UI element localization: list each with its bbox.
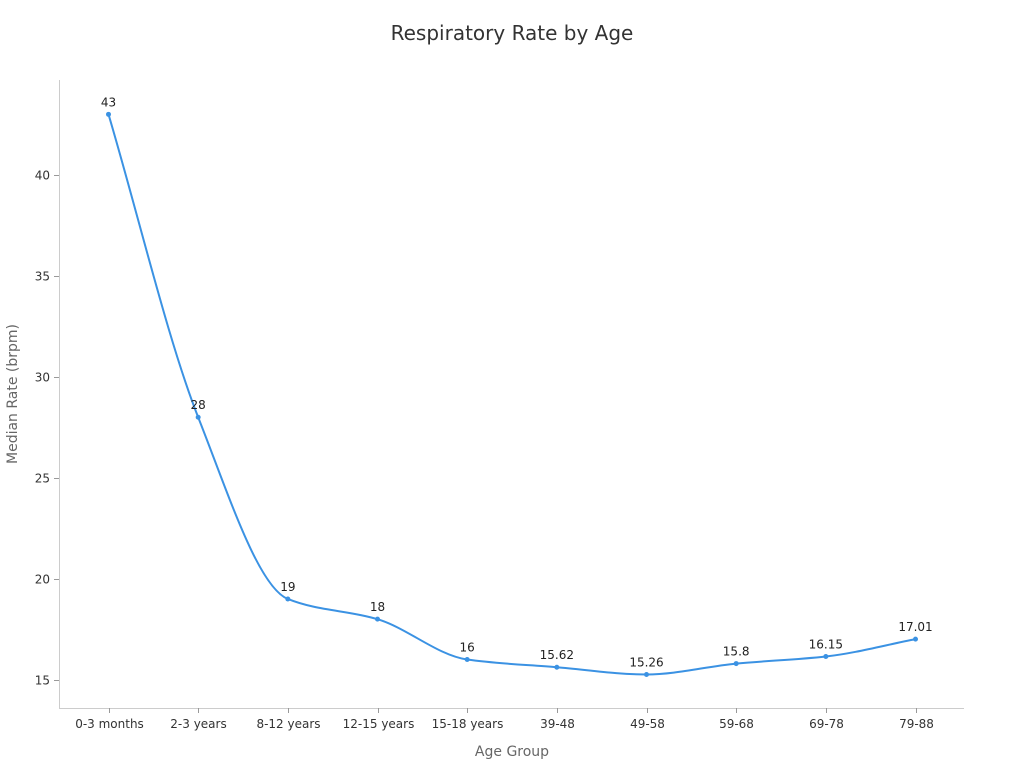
data-labels: 43 28 19 18 16 15.62 15.26 15.8 16.15 17.01 [101,95,933,669]
x-tick-label: 8-12 years [256,717,320,731]
data-label: 16.15 [809,638,843,652]
series-line [107,113,917,676]
x-axis-ticks: 0-3 months 2-3 years 8-12 years 12-15 years… [75,708,934,731]
x-tick-label: 2-3 years [170,717,226,731]
data-point [464,657,470,663]
data-label: 17.01 [898,620,932,634]
chart-title: Respiratory Rate by Age [391,21,634,45]
y-tick-label: 15 [35,674,50,688]
y-axis-ticks: 15 20 25 30 35 40 [35,169,59,688]
x-tick-label: 0-3 months [75,717,144,731]
y-tick-label: 35 [35,270,50,284]
y-tick-label: 25 [35,472,50,486]
x-tick-label: 49-58 [630,717,665,731]
x-tick-label: 12-15 years [343,717,415,731]
data-point [913,636,918,642]
data-label: 16 [460,641,475,655]
data-points [106,111,918,677]
x-tick-label: 79-88 [899,717,934,731]
data-point [823,654,829,660]
data-point [285,596,291,602]
x-tick-label: 15-18 years [432,717,504,731]
data-label: 18 [370,600,385,614]
y-tick-label: 30 [35,371,50,385]
x-tick-label: 69-78 [809,717,844,731]
x-axis-title: Age Group [475,744,549,760]
data-label: 19 [280,580,295,594]
data-label: 15.8 [723,645,750,659]
y-axis-title: Median Rate (brpm) [5,324,21,464]
data-label: 28 [191,398,206,412]
data-point [106,111,111,117]
data-point [195,414,201,420]
data-label: 15.62 [540,648,574,662]
x-tick-label: 59-68 [719,717,754,731]
x-tick-label: 39-48 [540,717,575,731]
data-point [644,671,649,677]
data-label: 43 [101,95,116,109]
data-point [733,661,739,667]
y-tick-label: 20 [35,573,50,587]
data-point [375,616,380,622]
y-tick-label: 40 [35,169,50,183]
data-label: 15.26 [629,655,663,669]
data-point [554,664,560,670]
